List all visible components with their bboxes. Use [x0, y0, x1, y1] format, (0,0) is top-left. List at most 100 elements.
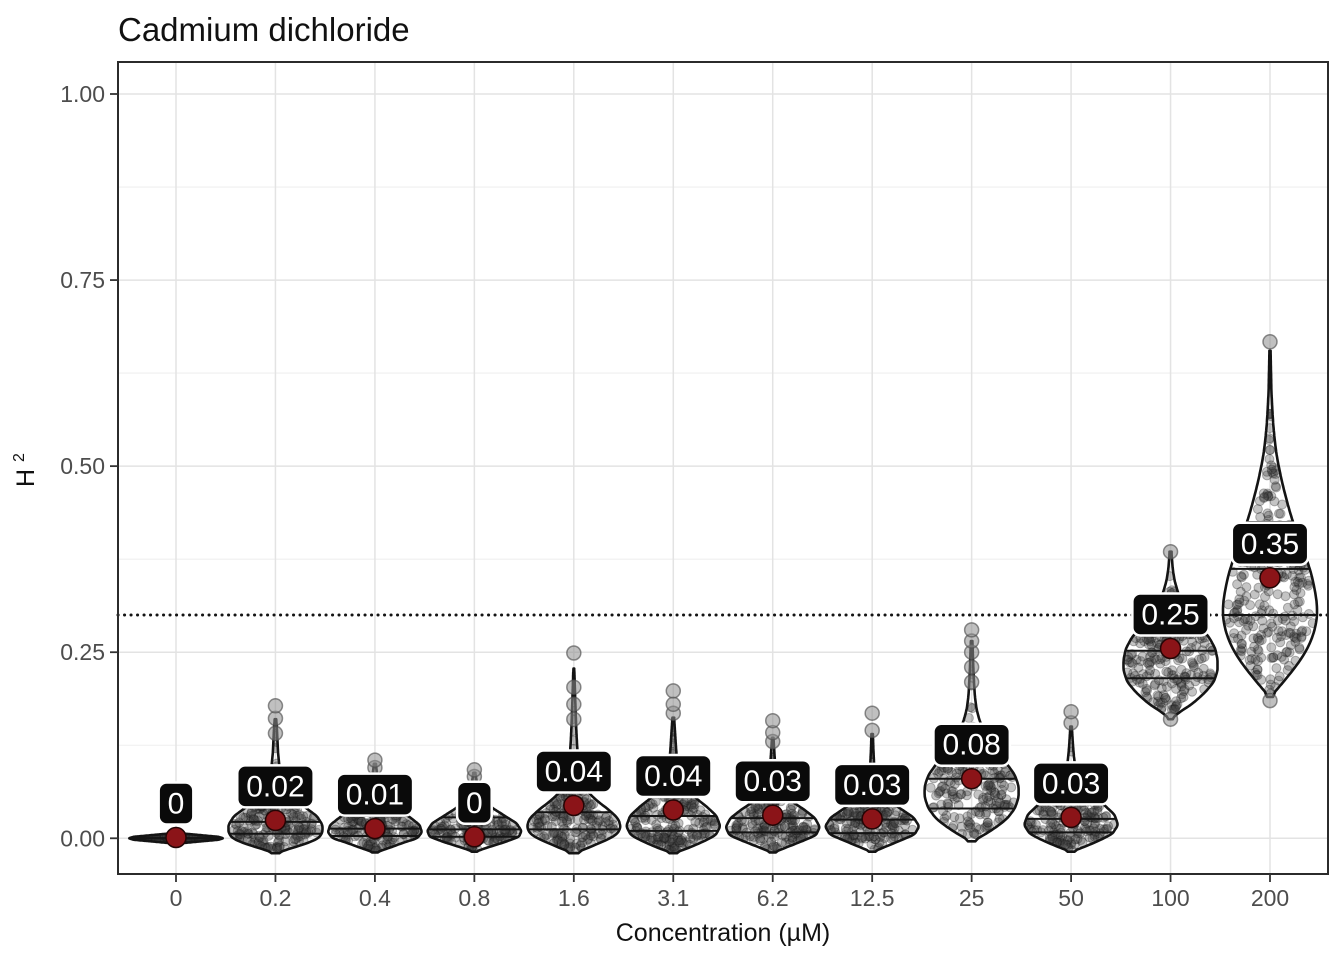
- data-point: [565, 838, 576, 849]
- data-point: [1171, 696, 1182, 707]
- data-point: [746, 806, 757, 817]
- data-point: [1170, 701, 1181, 712]
- data-point: [258, 836, 269, 847]
- data-point: [1145, 665, 1156, 676]
- mean-point: [264, 809, 287, 832]
- data-point: [986, 785, 997, 796]
- data-point: [1253, 633, 1264, 644]
- mean-label-text: 0: [466, 787, 483, 820]
- data-point: [1290, 576, 1301, 587]
- data-point: [787, 821, 798, 832]
- mean-label-box: [335, 772, 415, 817]
- data-point: [1297, 625, 1308, 636]
- data-point: [1252, 664, 1263, 675]
- mean-label-box: [733, 758, 813, 804]
- data-point: [900, 820, 911, 831]
- outlier-point: [566, 711, 582, 727]
- data-point: [289, 834, 300, 845]
- data-point: [1272, 589, 1283, 600]
- mean-label-box: [534, 749, 614, 794]
- data-point: [533, 814, 544, 825]
- data-point: [370, 843, 381, 853]
- data-point: [1236, 572, 1247, 583]
- mean-point: [364, 817, 386, 840]
- data-point: [1146, 656, 1157, 667]
- data-point: [1263, 626, 1274, 637]
- outlier-point: [566, 645, 582, 661]
- data-point: [541, 830, 552, 840]
- data-point: [658, 833, 669, 844]
- data-point: [365, 839, 376, 850]
- data-point: [686, 799, 697, 810]
- data-point: [1256, 674, 1267, 685]
- data-point: [1151, 654, 1162, 665]
- data-point: [1045, 818, 1056, 829]
- data-point: [1232, 606, 1242, 617]
- data-point: [848, 807, 859, 818]
- data-point: [1070, 834, 1081, 845]
- data-point: [779, 821, 790, 832]
- outlier-point: [1262, 692, 1278, 709]
- data-point: [398, 828, 409, 839]
- data-point: [288, 836, 299, 847]
- data-point: [1281, 647, 1292, 658]
- data-point: [849, 820, 860, 831]
- x-tick-label: 6.2: [757, 885, 789, 911]
- data-point: [1234, 617, 1245, 628]
- outlier-point: [1262, 334, 1278, 350]
- data-point: [948, 786, 958, 797]
- data-point: [1034, 805, 1045, 816]
- data-point: [1156, 683, 1167, 694]
- mean-point: [463, 826, 486, 848]
- data-point: [685, 833, 696, 844]
- data-point: [666, 829, 677, 840]
- data-point: [591, 821, 602, 831]
- outlier-point: [963, 659, 980, 675]
- mean-label-box: [157, 781, 195, 826]
- data-point: [1239, 595, 1250, 606]
- data-point: [964, 817, 975, 828]
- data-point: [1237, 643, 1248, 654]
- data-point: [557, 816, 567, 827]
- data-point: [1253, 582, 1264, 593]
- outlier-point: [267, 698, 284, 714]
- data-point: [698, 817, 709, 828]
- data-point: [995, 770, 1006, 781]
- mean-label-text: 0.08: [942, 729, 1000, 762]
- data-point: [1079, 805, 1090, 816]
- data-point: [361, 838, 372, 849]
- data-point: [1249, 641, 1260, 652]
- data-point: [1161, 666, 1172, 677]
- data-point: [788, 820, 799, 831]
- x-tick-label: 200: [1251, 885, 1289, 911]
- data-point: [1047, 833, 1058, 844]
- data-point: [988, 779, 999, 790]
- data-point: [1241, 591, 1252, 602]
- data-point: [1264, 454, 1275, 465]
- data-point: [969, 829, 980, 840]
- data-point: [1256, 652, 1267, 663]
- data-point: [882, 807, 893, 818]
- data-point: [962, 829, 973, 839]
- data-point: [1176, 681, 1187, 692]
- data-point: [1179, 684, 1190, 695]
- data-point: [1279, 654, 1290, 665]
- mean-label-text: 0.03: [843, 769, 901, 802]
- data-point: [674, 837, 685, 848]
- data-point: [248, 810, 259, 821]
- data-point: [1047, 817, 1058, 828]
- data-point: [673, 835, 684, 846]
- data-point: [1154, 675, 1164, 686]
- data-point: [733, 818, 743, 829]
- data-point: [1103, 821, 1114, 832]
- data-point: [1187, 657, 1197, 668]
- data-point: [1272, 650, 1283, 661]
- data-point: [1302, 579, 1313, 589]
- data-point: [529, 816, 540, 827]
- data-point: [1259, 492, 1270, 502]
- data-point: [887, 822, 898, 833]
- outlier-point: [864, 705, 880, 721]
- data-point: [974, 824, 985, 835]
- data-point: [1280, 615, 1291, 626]
- data-point: [556, 830, 566, 841]
